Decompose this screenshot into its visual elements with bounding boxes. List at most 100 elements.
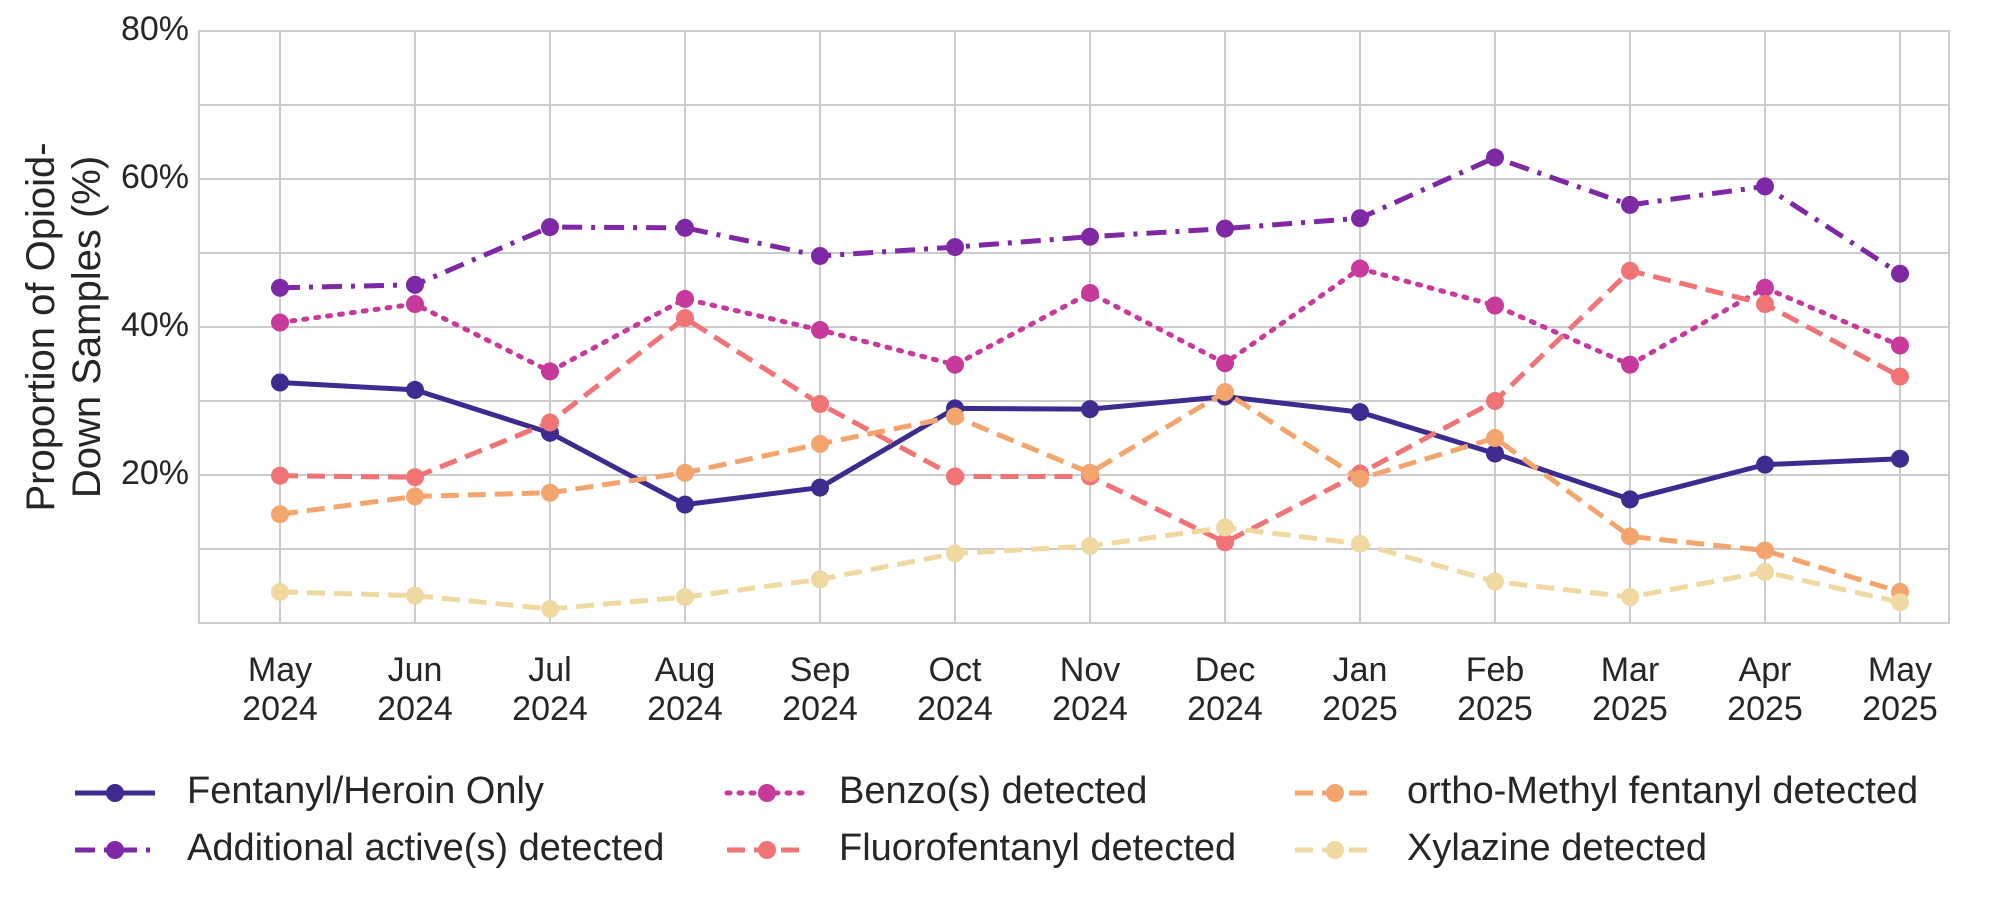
data-point (271, 278, 289, 297)
data-point (406, 586, 424, 605)
legend-swatch-marker (758, 784, 776, 802)
data-point (1081, 537, 1099, 556)
data-point (406, 487, 424, 506)
data-point (1486, 429, 1504, 447)
data-point (541, 483, 559, 502)
data-point (676, 309, 694, 328)
data-point (811, 394, 829, 413)
x-tick-label: Dec 2024 (1187, 651, 1263, 728)
data-point (1351, 209, 1369, 228)
data-point (1486, 392, 1504, 410)
data-point (541, 218, 559, 237)
data-point (1216, 533, 1234, 552)
x-tick-label: Nov 2024 (1052, 651, 1128, 728)
x-tick-label: Jul 2024 (512, 651, 588, 728)
legend-item: Fluorofentanyl detected (727, 827, 1236, 869)
legend-label: Xylazine detected (1407, 827, 1707, 869)
series-benzo-s-detected (271, 259, 1909, 381)
data-point (1756, 278, 1774, 297)
data-point (1756, 562, 1774, 581)
legend-label: Benzo(s) detected (839, 770, 1147, 812)
legend-swatch-marker (106, 841, 124, 859)
x-tick-label: May 2024 (242, 651, 318, 728)
data-point (1891, 449, 1909, 468)
legend-swatch-marker (1326, 784, 1344, 802)
data-point (1216, 354, 1234, 373)
data-point (541, 599, 559, 618)
data-point (1486, 572, 1504, 591)
x-tick-label: Jan 2025 (1322, 651, 1398, 728)
data-point (541, 362, 559, 381)
series-fentanyl-heroin-only (271, 373, 1909, 514)
data-point (406, 380, 424, 399)
plot-frame (198, 30, 1950, 624)
data-point (1351, 259, 1369, 278)
data-point (271, 582, 289, 601)
legend-label: Additional active(s) detected (187, 827, 664, 869)
data-point (1351, 534, 1369, 553)
data-point (1621, 527, 1639, 546)
data-point (406, 275, 424, 294)
data-point (1891, 367, 1909, 386)
data-point (406, 468, 424, 487)
data-point (811, 320, 829, 339)
data-point (1756, 295, 1774, 314)
data-point (811, 570, 829, 589)
y-axis-title-text: Proportion of Opioid-Down Samples (%) (19, 142, 109, 511)
data-point (676, 463, 694, 482)
data-point (1486, 148, 1504, 167)
data-point (1081, 463, 1099, 482)
data-point (271, 466, 289, 485)
x-tick-label: Sep 2024 (782, 651, 858, 728)
data-point (1216, 518, 1234, 537)
data-point (811, 478, 829, 497)
x-tick-label: Apr 2025 (1727, 651, 1803, 728)
x-tick-label: Aug 2024 (647, 651, 723, 728)
data-point (1621, 355, 1639, 374)
data-point (406, 295, 424, 314)
legend: Fentanyl/Heroin Only Additional active(s)… (75, 770, 1918, 869)
data-point (1216, 383, 1234, 402)
data-point (1621, 261, 1639, 280)
legend-swatch-marker (106, 784, 124, 802)
y-tick-label: 20% (121, 454, 189, 492)
data-point (1621, 588, 1639, 607)
series-additional-active-s-detected (271, 148, 1909, 297)
data-point (1486, 296, 1504, 315)
legend-swatch-marker (758, 841, 776, 859)
data-point (1891, 336, 1909, 355)
data-point (1756, 177, 1774, 196)
data-point (271, 373, 289, 392)
legend-item: Xylazine detected (1295, 827, 1707, 869)
data-point (1351, 403, 1369, 422)
data-point (1891, 593, 1909, 612)
x-tick-label: Oct 2024 (917, 651, 993, 728)
data-point (676, 289, 694, 308)
legend-label: Fentanyl/Heroin Only (187, 770, 544, 812)
data-point (1081, 400, 1099, 419)
data-point (1621, 490, 1639, 509)
data-point (1081, 283, 1099, 302)
data-point (1351, 469, 1369, 488)
legend-swatch-marker (1326, 841, 1344, 859)
data-point (1621, 195, 1639, 214)
data-point (811, 246, 829, 265)
data-point (676, 495, 694, 514)
legend-label: ortho-Methyl fentanyl detected (1407, 770, 1918, 812)
y-tick-label: 40% (121, 306, 189, 344)
data-point (271, 505, 289, 524)
data-point (1891, 264, 1909, 283)
data-point (676, 218, 694, 237)
data-point (271, 313, 289, 332)
x-axis-tick-labels: May 2024 Jun 2024 Jul 2024 Aug 2024 Sep 2024 Oct 20… (242, 651, 1938, 728)
data-point (541, 413, 559, 432)
grid (199, 30, 1949, 623)
legend-item: Fentanyl/Heroin Only (75, 770, 544, 812)
data-point (811, 434, 829, 453)
data-point (1756, 541, 1774, 560)
series (271, 148, 1909, 618)
data-point (1756, 455, 1774, 474)
data-point (1216, 219, 1234, 238)
